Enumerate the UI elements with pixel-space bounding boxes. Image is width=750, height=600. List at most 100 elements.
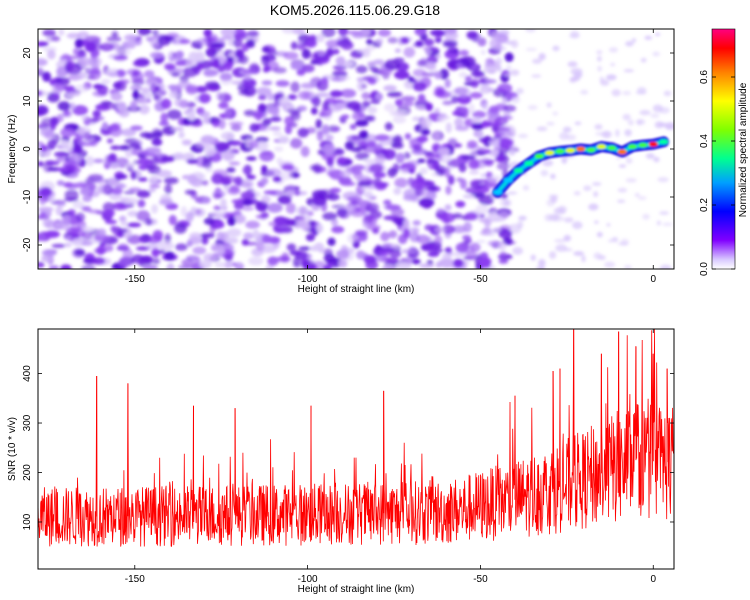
noise-blob <box>480 49 486 56</box>
noise-blob <box>503 199 510 206</box>
noise-blob <box>230 124 242 132</box>
noise-blob <box>596 55 602 62</box>
noise-blob <box>65 60 76 69</box>
noise-blob <box>395 262 412 269</box>
noise-blob <box>247 30 259 38</box>
noise-blob <box>179 74 189 83</box>
noise-blob <box>301 222 311 231</box>
noise-blob <box>267 202 283 213</box>
noise-blob <box>563 234 572 242</box>
noise-blob <box>298 33 310 42</box>
noise-blob <box>94 234 110 242</box>
ytick-label: 10 <box>22 95 33 107</box>
noise-blob <box>164 183 173 195</box>
noise-blob <box>132 89 140 101</box>
ytick-label: -20 <box>22 237 33 252</box>
noise-blob <box>164 64 176 71</box>
noise-blob <box>374 153 386 165</box>
noise-blob <box>381 148 397 160</box>
noise-blob <box>77 149 88 158</box>
noise-blob <box>224 261 233 269</box>
noise-blob <box>483 66 498 73</box>
noise-blob <box>145 147 161 154</box>
noise-blob <box>71 182 88 188</box>
noise-blob <box>434 248 444 253</box>
noise-blob <box>69 228 85 238</box>
noise-blob <box>420 117 432 129</box>
noise-blob <box>131 78 145 86</box>
noise-blob <box>639 109 651 116</box>
noise-blob <box>115 173 128 180</box>
noise-blob <box>498 258 509 264</box>
noise-blob <box>410 179 425 190</box>
noise-blob <box>256 86 272 96</box>
noise-blob <box>517 133 529 139</box>
noise-blob <box>355 65 368 74</box>
snr-xlabel: Height of straight line (km) <box>298 584 415 595</box>
noise-blob <box>435 164 447 175</box>
noise-blob <box>363 159 377 164</box>
noise-blob <box>622 90 632 96</box>
noise-blob <box>325 258 338 264</box>
noise-blob <box>210 42 225 49</box>
xtick-label: -100 <box>298 574 318 585</box>
noise-blob <box>68 208 76 215</box>
noise-blob <box>477 37 487 47</box>
noise-blob <box>209 224 216 235</box>
noise-blob <box>203 69 219 77</box>
noise-blob <box>160 112 168 124</box>
noise-blob <box>377 29 391 37</box>
noise-blob <box>395 152 405 164</box>
noise-blob <box>238 90 253 96</box>
noise-blob <box>195 173 206 180</box>
noise-blob <box>268 221 277 227</box>
noise-blob <box>52 92 60 98</box>
noise-blob <box>455 242 469 253</box>
noise-blob <box>143 152 157 157</box>
noise-blob <box>418 198 435 208</box>
noise-blob <box>625 178 637 183</box>
noise-blob <box>454 143 463 148</box>
noise-blob <box>444 204 452 211</box>
noise-blob <box>434 226 446 234</box>
noise-blob <box>92 257 106 265</box>
noise-blob <box>459 178 467 190</box>
noise-blob <box>497 65 502 73</box>
noise-blob <box>338 176 352 185</box>
noise-blob <box>561 156 568 164</box>
noise-blob <box>243 75 252 81</box>
noise-blob <box>393 187 402 195</box>
noise-blob <box>378 251 390 257</box>
noise-blob <box>39 144 48 153</box>
noise-blob <box>84 41 97 53</box>
noise-blob <box>286 108 302 114</box>
noise-blob <box>39 198 47 205</box>
noise-blob <box>223 61 233 72</box>
noise-blob <box>471 117 482 124</box>
noise-blob <box>627 119 635 126</box>
noise-blob <box>158 198 174 206</box>
noise-blob <box>267 48 278 56</box>
noise-blob <box>295 205 310 216</box>
noise-blob <box>210 211 226 218</box>
noise-blob <box>244 241 258 246</box>
noise-blob <box>321 29 336 38</box>
noise-blob <box>42 29 56 37</box>
noise-blob <box>158 241 174 251</box>
noise-blob <box>126 162 136 168</box>
signal-point <box>534 153 544 159</box>
noise-blob <box>434 235 443 246</box>
noise-blob <box>332 48 340 55</box>
noise-blob <box>332 65 347 70</box>
noise-blob <box>470 78 480 89</box>
noise-blob <box>504 52 514 63</box>
noise-blob <box>228 121 244 126</box>
noise-blob <box>462 234 471 241</box>
noise-blob <box>525 29 536 33</box>
noise-blob <box>168 214 177 226</box>
noise-blob <box>325 48 334 57</box>
noise-blob <box>659 264 672 269</box>
noise-blob <box>38 105 49 116</box>
noise-blob <box>77 31 90 40</box>
ytick-label: 0 <box>22 146 33 152</box>
